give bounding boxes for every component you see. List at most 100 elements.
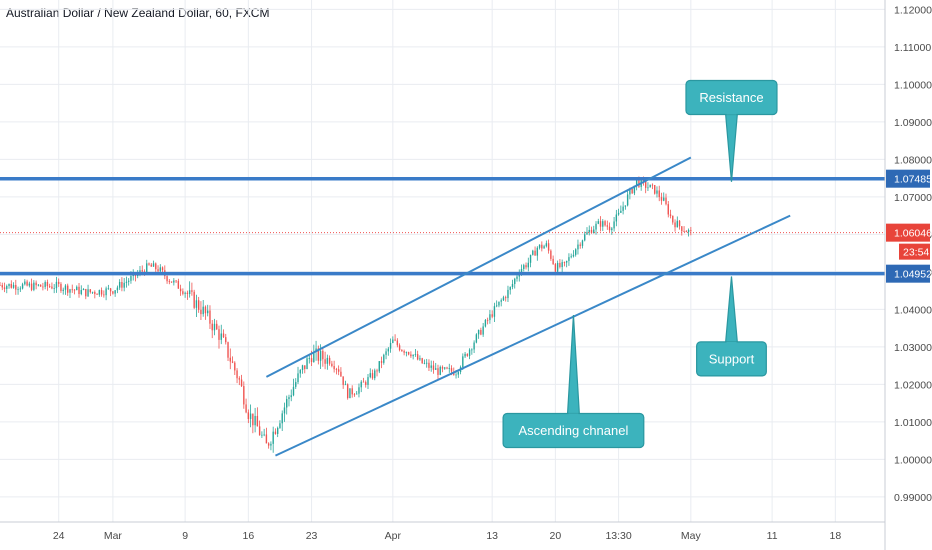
candle-body bbox=[123, 282, 125, 288]
candle-body bbox=[471, 349, 473, 351]
candle-body bbox=[152, 263, 155, 267]
current-price-badge-label: 1.06046 bbox=[894, 228, 932, 240]
x-tick-label: 9 bbox=[182, 530, 188, 542]
candle-body bbox=[109, 288, 112, 292]
candle-body bbox=[556, 262, 559, 272]
candle-body bbox=[597, 221, 599, 224]
candle-body bbox=[157, 269, 159, 272]
candle-body bbox=[543, 246, 545, 249]
candle-body bbox=[139, 270, 141, 274]
candle-body bbox=[12, 284, 15, 288]
candle-body bbox=[292, 386, 295, 396]
candle-body bbox=[324, 359, 326, 364]
candle-body bbox=[529, 254, 532, 263]
candle-body bbox=[421, 358, 423, 364]
candle-body bbox=[502, 297, 505, 301]
channel-lower-line bbox=[275, 214, 791, 457]
candle-body bbox=[403, 351, 405, 353]
candle-body bbox=[565, 260, 568, 263]
candle-body bbox=[477, 329, 480, 335]
countdown-badge bbox=[899, 243, 930, 260]
candle-body bbox=[62, 289, 64, 291]
candle-body bbox=[633, 185, 636, 194]
candle-body bbox=[516, 276, 518, 279]
candle-body bbox=[175, 280, 177, 282]
candle-body bbox=[538, 244, 541, 248]
y-tick-label: 1.08000 bbox=[894, 154, 932, 166]
candle-body bbox=[148, 263, 150, 265]
candle-body bbox=[595, 223, 597, 230]
candle-body bbox=[554, 264, 557, 272]
candle-body bbox=[103, 294, 105, 296]
candle-body bbox=[254, 415, 256, 426]
candle-body bbox=[371, 373, 374, 379]
x-tick-label: Mar bbox=[104, 530, 123, 542]
candle-body bbox=[389, 342, 392, 349]
candle-body bbox=[439, 366, 441, 375]
candle-body bbox=[299, 370, 301, 374]
candle-body bbox=[42, 286, 44, 288]
x-tick-label: 18 bbox=[829, 530, 841, 542]
candle-body bbox=[378, 361, 380, 372]
candles bbox=[0, 176, 692, 453]
candle-body bbox=[225, 337, 227, 343]
candle-body bbox=[457, 371, 460, 375]
candle-body bbox=[356, 393, 358, 395]
candle-body bbox=[401, 350, 403, 352]
candle-body bbox=[369, 373, 371, 378]
callout-pointer bbox=[724, 111, 739, 182]
candle-body bbox=[69, 289, 71, 293]
candle-body bbox=[608, 226, 611, 231]
candle-body bbox=[374, 370, 376, 379]
candle-body bbox=[525, 265, 527, 268]
candle-body bbox=[507, 289, 509, 299]
x-axis: 24 Mar 9 16 23 Apr 13 20 13:30 May 11 18 bbox=[0, 521, 885, 542]
candle-body bbox=[252, 413, 254, 426]
candle-body bbox=[475, 334, 478, 343]
candle-body bbox=[407, 352, 410, 355]
candle-body bbox=[125, 281, 128, 283]
candle-body bbox=[21, 284, 24, 289]
candle-body bbox=[116, 287, 119, 291]
candle-body bbox=[511, 284, 514, 288]
candle-body bbox=[276, 427, 279, 434]
candle-body bbox=[290, 395, 292, 398]
candle-body bbox=[44, 282, 46, 287]
candle-body bbox=[186, 292, 189, 294]
candle-body bbox=[3, 287, 6, 289]
candle-body bbox=[288, 397, 290, 400]
candle-body bbox=[173, 280, 175, 283]
candle-body bbox=[100, 290, 103, 295]
candle-body bbox=[184, 292, 186, 294]
candle-body bbox=[240, 379, 243, 387]
candle-body bbox=[295, 382, 297, 387]
candle-body bbox=[127, 280, 130, 282]
candle-body bbox=[10, 283, 12, 288]
candle-body bbox=[319, 350, 322, 361]
candle-body bbox=[392, 339, 394, 343]
candle-body bbox=[495, 305, 498, 307]
candle-body bbox=[505, 297, 507, 299]
candle-body bbox=[333, 366, 335, 370]
candle-body bbox=[687, 229, 690, 233]
candle-body bbox=[611, 228, 613, 231]
candle-body bbox=[387, 348, 390, 352]
candle-body bbox=[577, 244, 579, 250]
candle-body bbox=[89, 289, 92, 293]
candle-body bbox=[617, 212, 620, 215]
candle-body bbox=[17, 289, 19, 290]
candle-body bbox=[414, 354, 417, 355]
candle-body bbox=[130, 276, 132, 281]
candle-body bbox=[94, 291, 96, 295]
candle-body bbox=[473, 342, 475, 350]
callout-label: Resistance bbox=[699, 90, 763, 105]
candle-body bbox=[274, 431, 277, 434]
y-tick-label: 1.00000 bbox=[894, 454, 932, 466]
y-tick-label: 0.99000 bbox=[894, 492, 932, 504]
candle-body bbox=[170, 281, 173, 283]
candle-body bbox=[202, 306, 204, 315]
candle-body bbox=[482, 326, 484, 335]
candle-body bbox=[365, 382, 367, 385]
candle-body bbox=[446, 367, 448, 369]
